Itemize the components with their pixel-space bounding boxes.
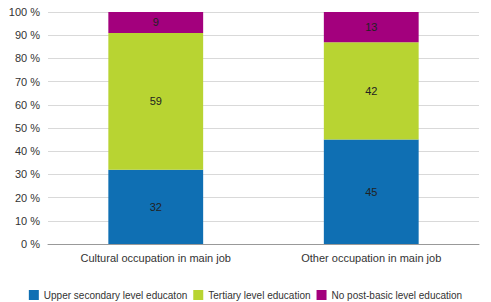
svg-text:90 %: 90 %: [15, 29, 40, 41]
svg-text:20 %: 20 %: [15, 192, 40, 204]
svg-text:80 %: 80 %: [15, 52, 40, 64]
svg-text:Other occupation in main job: Other occupation in main job: [301, 252, 441, 264]
svg-text:42: 42: [365, 85, 377, 97]
svg-text:9: 9: [153, 16, 159, 28]
svg-text:32: 32: [150, 201, 162, 213]
svg-text:59: 59: [150, 95, 162, 107]
svg-text:0 %: 0 %: [21, 238, 40, 250]
svg-text:60 %: 60 %: [15, 99, 40, 111]
svg-text:Tertiary level education: Tertiary level education: [208, 290, 310, 301]
svg-text:Cultural occupation in main jo: Cultural occupation in main job: [81, 252, 231, 264]
svg-text:45: 45: [365, 186, 377, 198]
svg-text:No post-basic level education: No post-basic level education: [332, 290, 463, 301]
svg-text:13: 13: [365, 21, 377, 33]
svg-text:70 %: 70 %: [15, 76, 40, 88]
svg-text:40 %: 40 %: [15, 145, 40, 157]
svg-text:50 %: 50 %: [15, 122, 40, 134]
svg-text:Upper secondary level educaton: Upper secondary level educaton: [44, 290, 187, 301]
svg-text:10 %: 10 %: [15, 215, 40, 227]
svg-text:30 %: 30 %: [15, 168, 40, 180]
svg-text:100 %: 100 %: [9, 6, 40, 18]
